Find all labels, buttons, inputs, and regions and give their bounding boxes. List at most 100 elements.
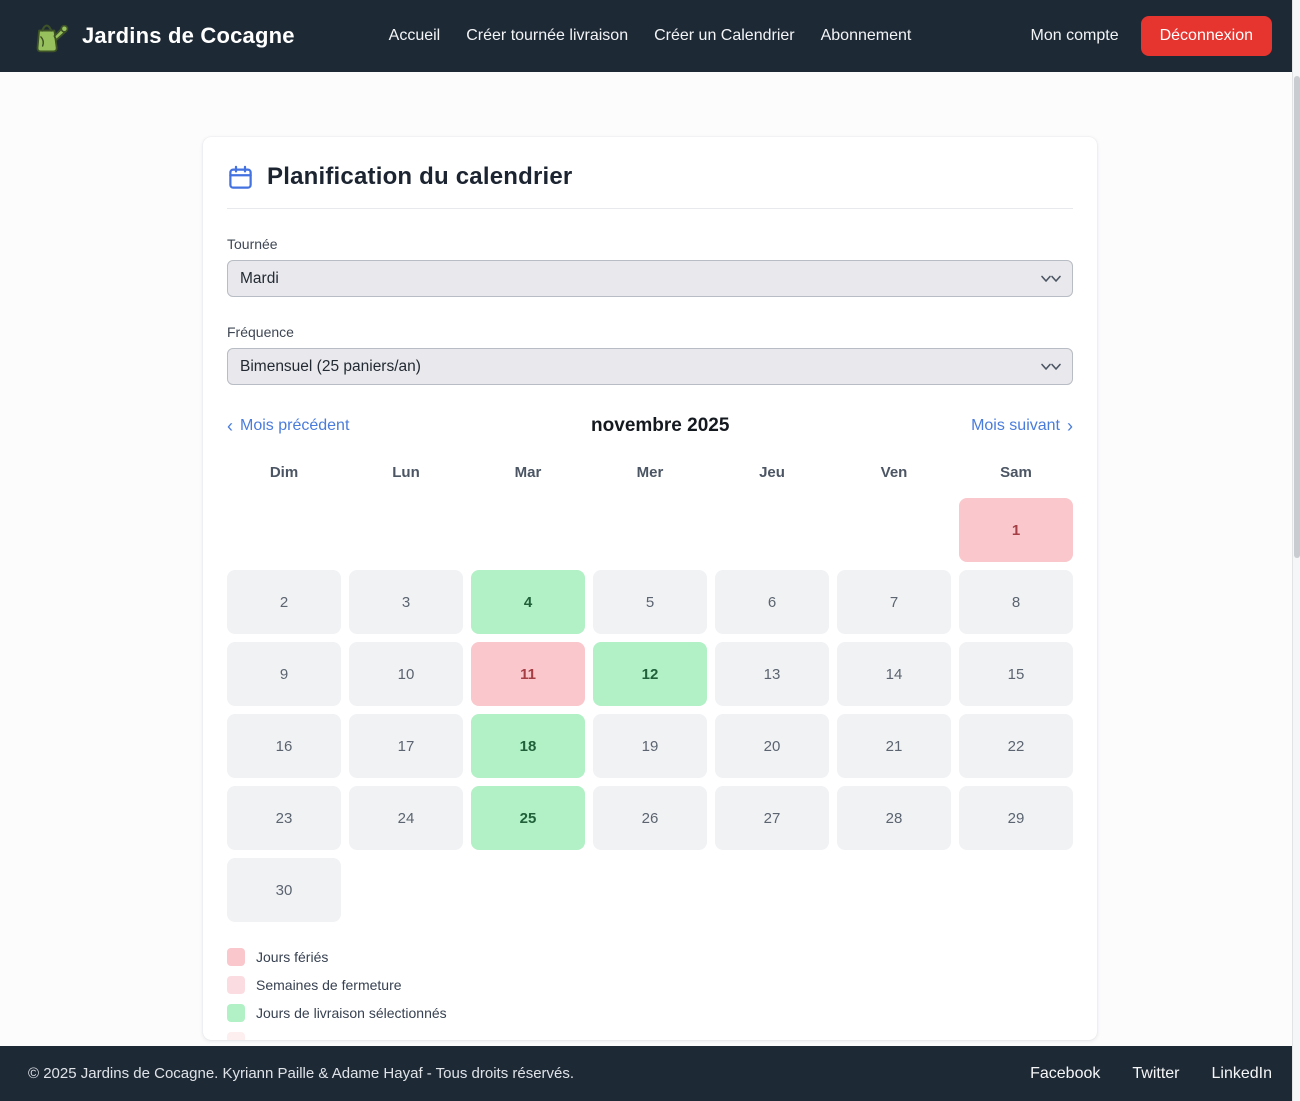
day-cell-26[interactable]: 26 — [593, 786, 707, 850]
day-cell-28[interactable]: 28 — [837, 786, 951, 850]
day-cell-5[interactable]: 5 — [593, 570, 707, 634]
weekday-header: Dim — [269, 464, 299, 481]
copyright-text: © 2025 Jardins de Cocagne. Kyriann Paill… — [28, 1065, 575, 1082]
day-cell-11[interactable]: 11 — [471, 642, 585, 706]
day-cell-22[interactable]: 22 — [959, 714, 1073, 778]
day-cell-27[interactable]: 27 — [715, 786, 829, 850]
scrollbar-thumb[interactable] — [1294, 76, 1300, 558]
footer-links: Facebook Twitter LinkedIn — [1030, 1065, 1272, 1083]
legend-label: Jours de livraison sélectionnés — [256, 1005, 447, 1021]
day-cell-10[interactable]: 10 — [349, 642, 463, 706]
day-cell-4[interactable]: 4 — [471, 570, 585, 634]
weekday-header: Lun — [392, 464, 420, 481]
nav-link-4[interactable]: Abonnement — [820, 27, 912, 44]
logout-button[interactable]: Déconnexion — [1140, 16, 1272, 56]
empty-day-cell — [227, 498, 341, 562]
form-group-tournee: Tournée Mardi — [227, 236, 1073, 297]
day-cell-9[interactable]: 9 — [227, 642, 341, 706]
frequence-select-value: Bimensuel (25 paniers/an) — [240, 357, 421, 375]
day-cell-2[interactable]: 2 — [227, 570, 341, 634]
tournee-select[interactable]: Mardi — [227, 260, 1073, 297]
day-cell-25[interactable]: 25 — [471, 786, 585, 850]
empty-day-cell — [471, 498, 585, 562]
card-title-row: Planification du calendrier — [227, 155, 1073, 191]
tournee-select-value: Mardi — [240, 269, 279, 287]
prev-month-label: Mois précédent — [240, 417, 350, 434]
weekday-header: Mer — [636, 464, 664, 481]
nav-link-account[interactable]: Mon compte — [1030, 27, 1119, 44]
brand[interactable]: Jardins de Cocagne — [28, 17, 295, 55]
empty-day-cell — [593, 498, 707, 562]
calendar-grid: 1 2 3 4 5 6 7 8 9 10 11 12 13 14 15 16 17 18 19 20 21 22 23 24 2… — [227, 498, 1073, 922]
empty-day-cell — [349, 858, 463, 922]
day-cell-18[interactable]: 18 — [471, 714, 585, 778]
day-cell-12[interactable]: 12 — [593, 642, 707, 706]
month-nav: ‹ Mois précédent novembre 2025 Mois suiv… — [227, 415, 1073, 437]
next-month-label: Mois suivant — [971, 417, 1060, 434]
weekday-header-row: Dim Lun Mar Mer Jeu Ven Sam — [227, 464, 1073, 481]
empty-day-cell — [959, 858, 1073, 922]
scrollbar-track — [1292, 0, 1300, 1101]
day-cell-30[interactable]: 30 — [227, 858, 341, 922]
day-cell-3[interactable]: 3 — [349, 570, 463, 634]
weekday-header: Jeu — [759, 464, 785, 481]
day-cell-29[interactable]: 29 — [959, 786, 1073, 850]
brand-name: Jardins de Cocagne — [82, 23, 295, 48]
double-chevron-down-icon — [1040, 362, 1062, 372]
empty-day-cell — [715, 858, 829, 922]
watering-can-icon — [28, 17, 70, 55]
day-cell-24[interactable]: 24 — [349, 786, 463, 850]
footer-link-linkedin[interactable]: LinkedIn — [1211, 1064, 1273, 1082]
month-title: novembre 2025 — [591, 415, 730, 436]
legend-item-partial — [227, 1032, 1073, 1040]
chevron-right-icon: › — [1066, 416, 1073, 436]
empty-day-cell — [471, 858, 585, 922]
tournee-label: Tournée — [227, 236, 278, 252]
form-group-frequence: Fréquence Bimensuel (25 paniers/an) — [227, 324, 1073, 385]
nav-right: Mon compte Déconnexion — [1031, 16, 1272, 56]
frequence-select[interactable]: Bimensuel (25 paniers/an) — [227, 348, 1073, 385]
footer-link-facebook[interactable]: Facebook — [1030, 1064, 1101, 1082]
weekday-header: Mar — [514, 464, 542, 481]
nav-link-2[interactable]: Créer tournée livraison — [466, 27, 629, 44]
empty-day-cell — [349, 498, 463, 562]
legend-item-1: Jours fériés — [227, 948, 1073, 966]
legend-swatch — [227, 1032, 245, 1040]
day-cell-13[interactable]: 13 — [715, 642, 829, 706]
day-cell-16[interactable]: 16 — [227, 714, 341, 778]
main-content: Planification du calendrier Tournée Mard… — [0, 72, 1300, 1046]
footer: © 2025 Jardins de Cocagne. Kyriann Paill… — [0, 1046, 1300, 1101]
day-cell-15[interactable]: 15 — [959, 642, 1073, 706]
legend-label: Semaines de fermeture — [256, 977, 402, 993]
nav-link-3[interactable]: Créer un Calendrier — [654, 27, 795, 44]
weekday-header: Sam — [1000, 464, 1032, 481]
frequence-label: Fréquence — [227, 324, 294, 340]
legend: Jours fériés Semaines de fermeture Jours d… — [227, 948, 1073, 1040]
day-cell-21[interactable]: 21 — [837, 714, 951, 778]
empty-day-cell — [593, 858, 707, 922]
legend-item-3: Jours de livraison sélectionnés — [227, 1004, 1073, 1022]
legend-swatch — [227, 948, 245, 966]
day-cell-17[interactable]: 17 — [349, 714, 463, 778]
weekday-header: Ven — [880, 464, 908, 481]
day-cell-1[interactable]: 1 — [959, 498, 1073, 562]
nav-link-1[interactable]: Accueil — [388, 27, 441, 44]
day-cell-14[interactable]: 14 — [837, 642, 951, 706]
legend-swatch — [227, 1004, 245, 1022]
empty-day-cell — [837, 858, 951, 922]
double-chevron-down-icon — [1040, 274, 1062, 284]
prev-month-button[interactable]: ‹ Mois précédent — [227, 417, 349, 435]
legend-swatch — [227, 976, 245, 994]
legend-label: Jours fériés — [256, 949, 329, 965]
next-month-button[interactable]: Mois suivant › — [971, 417, 1073, 435]
day-cell-20[interactable]: 20 — [715, 714, 829, 778]
divider — [227, 208, 1073, 209]
chevron-left-icon: ‹ — [227, 416, 233, 436]
day-cell-7[interactable]: 7 — [837, 570, 951, 634]
legend-item-2: Semaines de fermeture — [227, 976, 1073, 994]
day-cell-6[interactable]: 6 — [715, 570, 829, 634]
day-cell-19[interactable]: 19 — [593, 714, 707, 778]
day-cell-8[interactable]: 8 — [959, 570, 1073, 634]
footer-link-twitter[interactable]: Twitter — [1132, 1064, 1180, 1082]
day-cell-23[interactable]: 23 — [227, 786, 341, 850]
